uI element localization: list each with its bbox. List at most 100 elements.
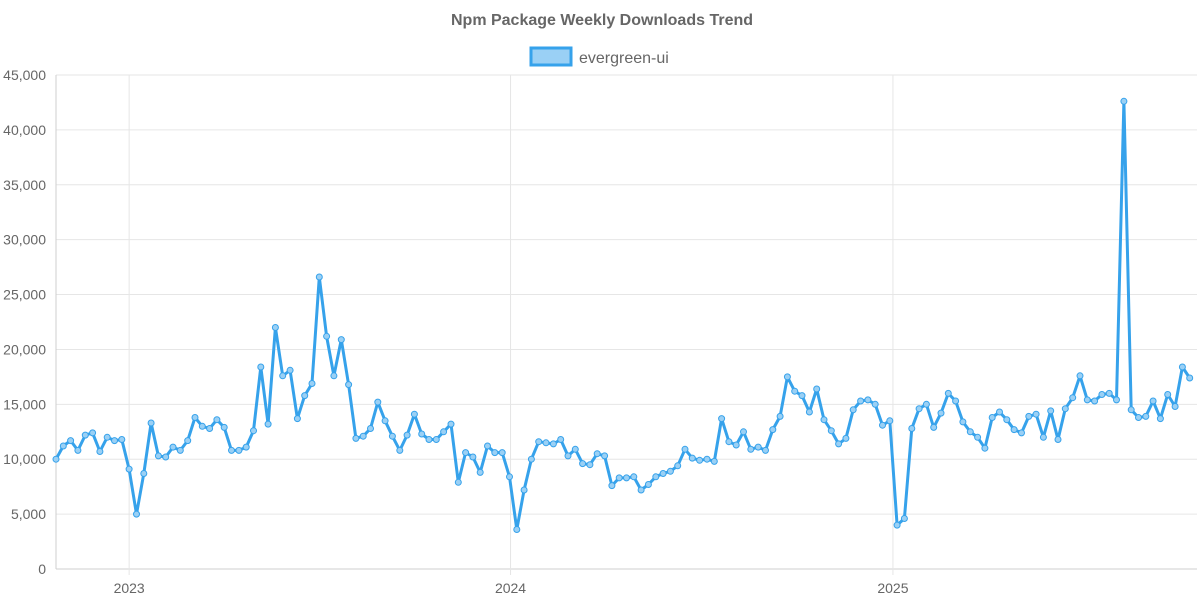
y-tick-label: 5,000 <box>11 506 46 522</box>
data-point <box>1083 396 1091 404</box>
data-point <box>857 397 865 405</box>
data-point <box>1120 97 1128 105</box>
data-point <box>147 419 155 427</box>
gridlines <box>55 74 1197 575</box>
data-point <box>410 410 418 418</box>
data-point <box>257 363 265 371</box>
data-point <box>593 450 601 458</box>
data-point <box>1171 403 1179 410</box>
data-point <box>886 417 894 425</box>
data-point <box>1054 436 1062 443</box>
data-point <box>352 434 360 442</box>
data-point <box>374 398 382 406</box>
data-point <box>688 454 696 462</box>
data-point <box>900 515 908 522</box>
data-point <box>323 332 331 340</box>
data-point <box>718 415 726 423</box>
data-point <box>849 406 857 414</box>
data-point <box>469 453 477 461</box>
data-point <box>330 372 338 380</box>
data-point <box>293 415 301 423</box>
data-point <box>213 416 221 424</box>
data-point <box>937 409 945 417</box>
series-evergreen-ui <box>52 97 1194 533</box>
data-point <box>125 465 133 473</box>
data-point <box>279 372 287 380</box>
data-point <box>710 457 718 465</box>
x-tick-label: 2024 <box>495 580 526 596</box>
data-point <box>425 436 433 443</box>
data-point <box>1003 416 1011 424</box>
data-point <box>367 425 374 432</box>
y-tick-label: 15,000 <box>3 396 46 412</box>
data-point <box>118 436 126 443</box>
data-point <box>498 449 506 457</box>
data-point <box>191 414 199 421</box>
data-point <box>206 425 214 432</box>
data-point <box>1113 396 1120 404</box>
data-point <box>301 392 309 400</box>
y-tick-label: 20,000 <box>3 341 46 357</box>
data-point <box>974 433 982 441</box>
data-point <box>1076 372 1084 380</box>
data-point <box>666 467 674 475</box>
data-point <box>169 443 177 451</box>
data-point <box>557 436 565 443</box>
y-tick-label: 35,000 <box>3 177 46 193</box>
data-point <box>432 436 440 443</box>
data-point <box>571 445 579 453</box>
data-point <box>1127 406 1135 414</box>
data-point <box>864 396 872 404</box>
data-point <box>1025 412 1033 420</box>
data-point <box>359 432 367 440</box>
data-point <box>1010 426 1018 434</box>
data-point <box>959 418 967 426</box>
y-tick-label: 0 <box>38 561 46 577</box>
data-point <box>388 432 396 440</box>
data-point <box>242 443 250 451</box>
data-point <box>381 417 389 425</box>
data-point <box>1135 414 1142 421</box>
data-point <box>747 445 755 453</box>
data-point <box>835 440 843 448</box>
data-point <box>176 446 184 454</box>
legend-swatch <box>529 46 573 67</box>
data-point <box>601 452 609 460</box>
data-point <box>579 460 587 468</box>
y-tick-label: 25,000 <box>3 287 46 303</box>
data-point <box>111 437 118 445</box>
data-point <box>140 470 148 477</box>
data-point <box>637 486 645 494</box>
data-point <box>586 461 594 469</box>
data-point <box>564 452 572 460</box>
data-point <box>250 427 257 435</box>
data-point <box>1098 391 1106 398</box>
data-point <box>345 381 353 389</box>
data-point <box>791 387 799 395</box>
data-point <box>447 420 455 428</box>
legend-label: evergreen-ui <box>579 50 669 67</box>
data-point <box>652 473 660 481</box>
data-point <box>235 446 243 454</box>
data-point <box>1156 415 1164 423</box>
data-point <box>623 474 630 482</box>
data-point <box>271 324 279 331</box>
data-point <box>337 336 345 344</box>
data-point <box>74 446 82 454</box>
data-point <box>754 443 762 451</box>
legend[interactable]: evergreen-ui <box>529 46 669 67</box>
data-point <box>908 425 916 432</box>
data-point <box>454 478 462 486</box>
data-point <box>315 273 323 281</box>
y-tick-label: 30,000 <box>3 232 46 248</box>
data-point <box>893 521 901 529</box>
data-point <box>952 397 960 405</box>
data-point <box>1178 363 1186 371</box>
data-point <box>198 422 206 430</box>
data-point <box>996 408 1003 416</box>
data-point <box>674 462 682 470</box>
data-point <box>966 428 974 436</box>
data-point <box>820 416 828 424</box>
x-tick-label: 2023 <box>114 580 145 596</box>
